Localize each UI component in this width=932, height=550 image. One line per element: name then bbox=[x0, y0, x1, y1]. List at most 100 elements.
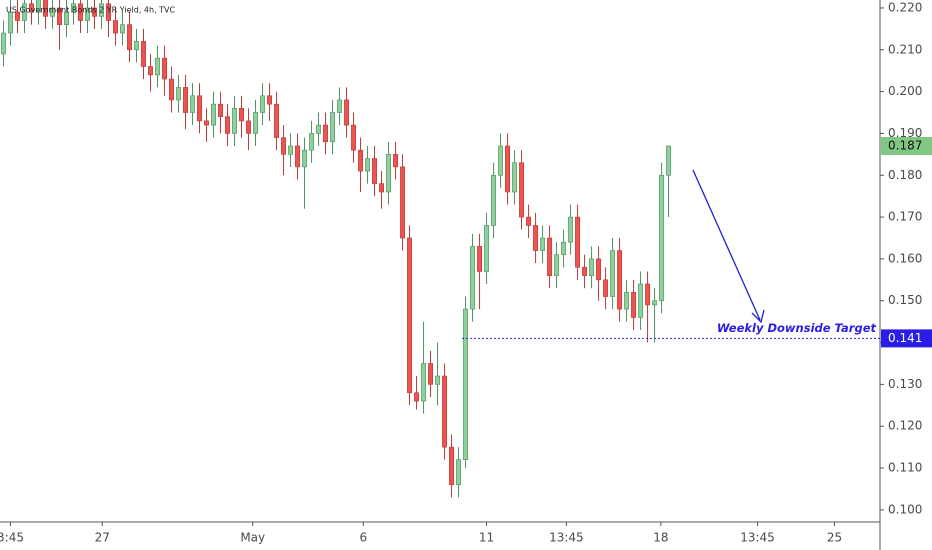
candle-body bbox=[568, 216, 574, 243]
candle-body bbox=[638, 283, 644, 318]
candle-body bbox=[43, 0, 48, 17]
candle-body bbox=[253, 112, 258, 134]
candle-body bbox=[456, 459, 462, 486]
x-tick-label: 6 bbox=[360, 531, 368, 545]
y-tick-label: 0.170 bbox=[888, 210, 922, 224]
candle-body bbox=[106, 3, 111, 21]
candle-body bbox=[547, 237, 553, 276]
candle-body bbox=[379, 183, 385, 193]
candle-body bbox=[71, 3, 76, 13]
candle-body bbox=[1, 32, 6, 55]
candle-body bbox=[323, 124, 329, 143]
x-tick-label: 11 bbox=[479, 531, 494, 545]
target-price-label: 0.141 bbox=[888, 331, 922, 345]
candle-body bbox=[120, 24, 125, 34]
candle-body bbox=[351, 124, 357, 151]
y-tick-label: 0.220 bbox=[888, 0, 922, 14]
candle-body bbox=[631, 292, 637, 318]
candle-body bbox=[246, 120, 251, 134]
candle-body bbox=[176, 87, 181, 101]
candle-body bbox=[428, 363, 434, 385]
candle-body bbox=[589, 258, 595, 276]
candle-body bbox=[225, 116, 230, 134]
candle-body bbox=[645, 283, 651, 306]
candle-body bbox=[505, 145, 511, 193]
candle-body bbox=[554, 254, 560, 276]
target-annotation: Weekly Downside Target bbox=[717, 321, 877, 335]
y-tick-label: 0.180 bbox=[888, 168, 922, 182]
candle-body bbox=[148, 66, 153, 76]
candle-body bbox=[92, 7, 97, 17]
x-tick-label: 3:45 bbox=[0, 531, 24, 545]
candle-body bbox=[190, 95, 195, 113]
candle-body bbox=[127, 24, 132, 51]
candle-body bbox=[596, 258, 602, 281]
candle-body bbox=[288, 145, 294, 155]
candle-body bbox=[470, 246, 476, 310]
candle-body bbox=[575, 216, 581, 268]
candle-body bbox=[155, 57, 160, 76]
candle-body bbox=[8, 11, 13, 34]
candle-body bbox=[134, 41, 139, 51]
candle-body bbox=[57, 7, 62, 25]
candle-body bbox=[36, 0, 41, 13]
candle-body bbox=[50, 7, 55, 17]
arrow-head bbox=[751, 309, 765, 324]
candle-body bbox=[659, 174, 665, 302]
candle-body bbox=[400, 166, 406, 239]
y-tick-label: 0.210 bbox=[888, 42, 922, 56]
current-price-badge bbox=[881, 136, 932, 155]
candle-body bbox=[386, 154, 392, 193]
candle-body bbox=[617, 250, 623, 310]
candle-body bbox=[113, 20, 118, 34]
candle-body bbox=[162, 57, 167, 80]
candle-body bbox=[204, 120, 209, 126]
candle-body bbox=[218, 103, 223, 117]
x-tick-label: 13:45 bbox=[549, 531, 584, 545]
candle-body bbox=[337, 99, 343, 113]
candle-body bbox=[526, 216, 532, 226]
candle-body bbox=[197, 95, 202, 122]
chart-title: US Government Bonds 2 YR Yield, 4h, TVC bbox=[6, 6, 176, 15]
candle-body bbox=[295, 145, 301, 168]
target-price-badge bbox=[881, 329, 932, 348]
y-tick-label: 0.150 bbox=[888, 293, 922, 307]
arrow bbox=[692, 169, 761, 321]
y-tick-label: 0.200 bbox=[888, 84, 922, 98]
y-tick-label: 0.130 bbox=[888, 377, 922, 391]
candle-body bbox=[498, 145, 504, 176]
candle-body bbox=[414, 392, 420, 402]
candle-body bbox=[358, 149, 364, 172]
candle-body bbox=[393, 154, 399, 168]
candle-body bbox=[442, 375, 448, 448]
x-tick-label: 18 bbox=[653, 531, 668, 545]
candle-body bbox=[484, 225, 490, 272]
candle-body bbox=[561, 241, 567, 256]
candle-body bbox=[365, 158, 371, 172]
candle-body bbox=[533, 225, 539, 251]
candle-body bbox=[239, 108, 244, 122]
candle-body bbox=[372, 158, 378, 184]
candle-body bbox=[274, 103, 280, 138]
candle-body bbox=[183, 87, 188, 113]
y-tick-label: 0.110 bbox=[888, 461, 922, 475]
candle-body bbox=[78, 3, 83, 21]
candle-body bbox=[519, 162, 525, 218]
x-tick-label: 13:45 bbox=[740, 531, 775, 545]
candle-body bbox=[22, 3, 27, 21]
candle-body bbox=[491, 174, 497, 226]
candle-body bbox=[64, 11, 69, 25]
candle-body bbox=[344, 99, 350, 126]
candle-body bbox=[624, 292, 630, 310]
current-price-label: 0.187 bbox=[888, 138, 922, 152]
candle-body bbox=[309, 133, 315, 151]
candle-body bbox=[316, 124, 322, 134]
candle-body bbox=[15, 11, 20, 21]
candle-body bbox=[582, 266, 588, 276]
candle-body bbox=[141, 41, 146, 67]
plot-area bbox=[1, 0, 672, 498]
candle-body bbox=[407, 237, 413, 394]
candle-body bbox=[652, 300, 658, 306]
y-tick-label: 0.190 bbox=[888, 126, 922, 140]
